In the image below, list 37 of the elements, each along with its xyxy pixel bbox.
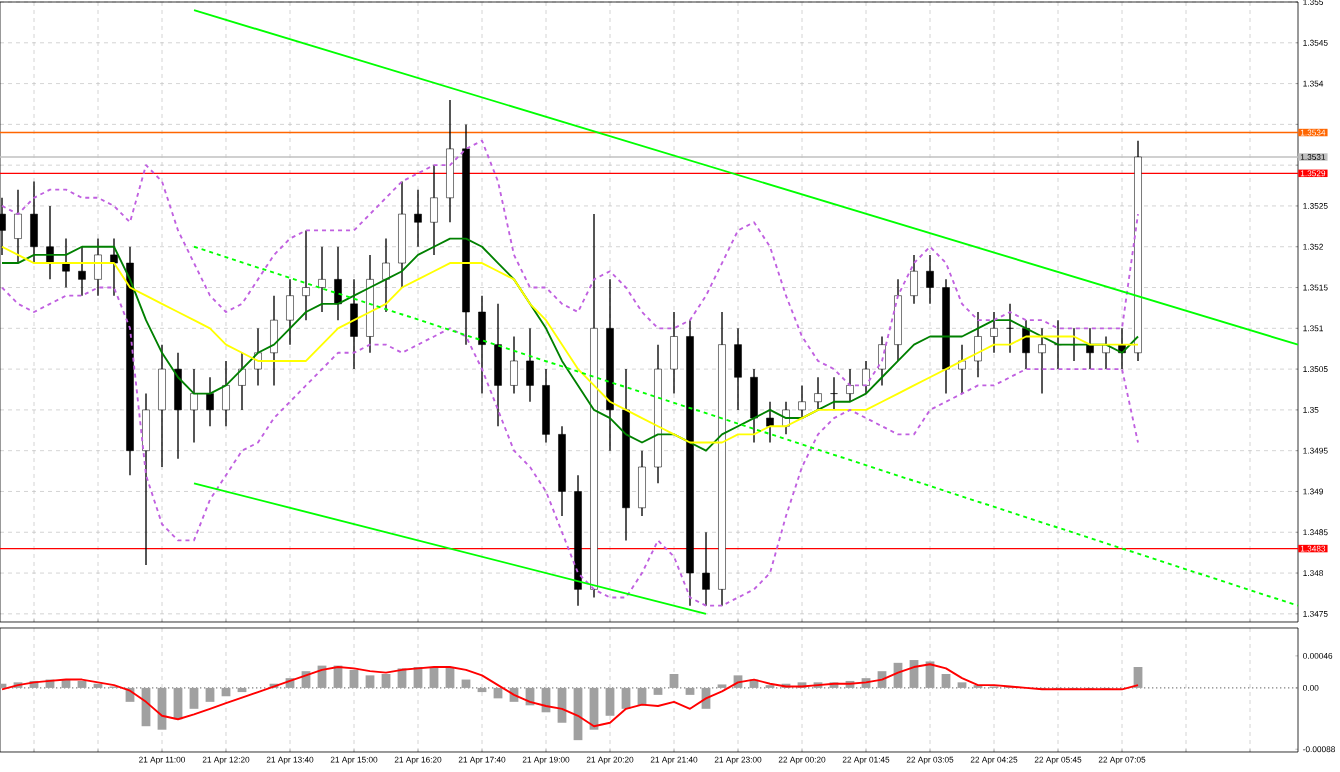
x-tick-label: 21 Apr 16:20 [394, 756, 442, 765]
y-tick-label: 1.3485 [1303, 529, 1328, 536]
x-tick-label: 21 Apr 19:00 [522, 756, 570, 765]
y-tick-label: 1.3545 [1303, 39, 1328, 46]
x-tick-label: 22 Apr 01:45 [842, 756, 890, 765]
y-tick-label: 1.354 [1303, 80, 1324, 87]
x-tick-label: 22 Apr 04:25 [970, 756, 1018, 765]
x-tick-label: 21 Apr 13:40 [266, 756, 314, 765]
ref-line-label: 1.3531 [1300, 154, 1326, 160]
y-tick-label: 1.351 [1303, 325, 1323, 332]
x-tick-label: 21 Apr 12:20 [202, 756, 250, 765]
y-tick-label: 0.00046 [1303, 652, 1333, 659]
y-tick-label: -0.00088 [1303, 746, 1335, 753]
ref-line-label: 1.3483 [1300, 545, 1326, 552]
x-tick-label: 22 Apr 05:45 [1034, 756, 1082, 765]
y-tick-label: 1.3515 [1303, 284, 1328, 291]
y-tick-label: 1.35 [1303, 406, 1319, 413]
y-tick-label: 1.352 [1303, 243, 1323, 250]
ref-line-label: 1.3534 [1300, 129, 1326, 136]
y-tick-label: 1.3495 [1303, 447, 1328, 454]
x-tick-label: 21 Apr 23:00 [714, 756, 762, 765]
y-tick-label: 1.3475 [1303, 610, 1328, 617]
x-tick-label: 22 Apr 00:20 [778, 756, 826, 765]
x-tick-label: 22 Apr 03:05 [906, 756, 954, 765]
y-tick-label: 1.355 [1303, 0, 1324, 5]
ref-line-label: 1.3529 [1300, 170, 1326, 177]
y-tick-label: 1.3505 [1303, 366, 1328, 373]
x-tick-label: 21 Apr 17:40 [458, 756, 506, 765]
x-tick-label: 21 Apr 15:00 [330, 756, 378, 765]
x-tick-label: 21 Apr 20:20 [586, 756, 634, 765]
y-tick-label: 1.3525 [1303, 203, 1328, 209]
x-tick-label: 22 Apr 07:05 [1098, 756, 1146, 765]
y-tick-label: 1.348 [1303, 570, 1324, 576]
x-tick-label: 21 Apr 11:00 [139, 756, 186, 765]
x-tick-label: 21 Apr 21:40 [650, 756, 698, 765]
y-tick-label: 1.349 [1303, 488, 1324, 495]
y-tick-label: 0.00 [1303, 684, 1319, 691]
